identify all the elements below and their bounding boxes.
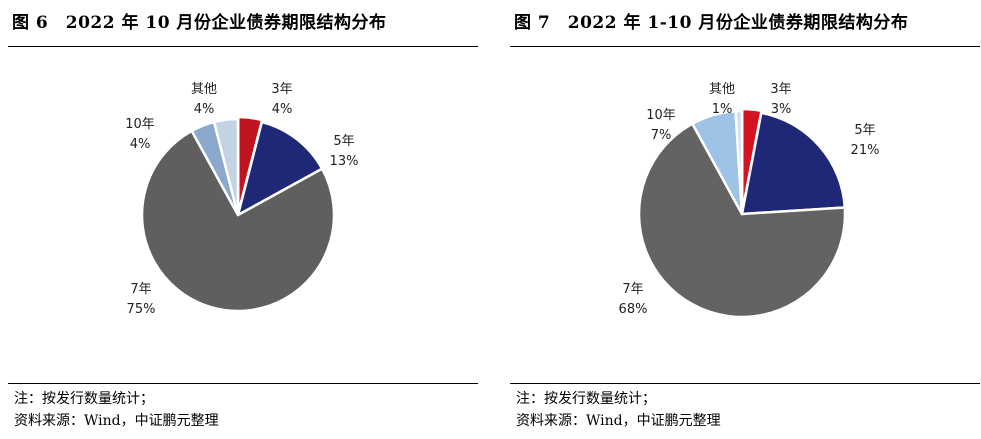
slice-value-label: 1%	[712, 102, 733, 117]
figure-7-panel: 图 7 2022 年 1-10 月份企业债券期限结构分布 3年 3% 5年 21% 7年…	[510, 0, 980, 439]
footer-rule	[8, 383, 478, 384]
slice-value-label: 4%	[130, 137, 151, 152]
pie-slice-2	[740, 111, 847, 216]
pie-slice-5	[212, 117, 240, 217]
title-rule	[510, 46, 980, 47]
slice-value-label: 4%	[194, 102, 215, 117]
pie-slice-3	[637, 122, 847, 319]
slice-name-label: 10年	[125, 117, 155, 132]
pie-slice-2	[236, 120, 324, 217]
title-rule	[8, 46, 478, 47]
slice-value-label: 3%	[771, 102, 792, 117]
chart-source: 资料来源：Wind，中证鹏元整理	[14, 413, 219, 429]
slice-name-label: 3年	[770, 82, 791, 97]
slice-name-label: 5年	[333, 134, 354, 149]
chart-source: 资料来源：Wind，中证鹏元整理	[516, 413, 721, 429]
slice-name-label: 其他	[191, 82, 217, 97]
slice-name-label: 7年	[622, 282, 643, 297]
pie-chart: 3年 3% 5年 21% 7年 68% 10年 7% 其他 1%	[619, 82, 880, 319]
figure-6-panel: 图 6 2022 年 10 月份企业债券期限结构分布 3年 4% 5年 13% 7年 75…	[8, 0, 478, 439]
slice-name-label: 3年	[271, 82, 292, 97]
chart-note: 注：按发行数量统计；	[516, 391, 656, 407]
slice-name-label: 5年	[854, 123, 875, 138]
slice-value-label: 21%	[851, 143, 880, 158]
pie-slice-3	[140, 129, 336, 313]
pie-slice-5	[734, 109, 744, 216]
footer-rule	[510, 383, 980, 384]
slice-name-label: 10年	[646, 108, 676, 123]
slice-value-label: 7%	[651, 128, 672, 143]
chart-note: 注：按发行数量统计；	[14, 391, 154, 407]
pie-chart: 3年 4% 5年 13% 7年 75% 10年 4% 其他 4%	[125, 82, 359, 317]
slice-value-label: 68%	[619, 302, 648, 317]
slice-name-label: 7年	[130, 282, 151, 297]
slice-value-label: 75%	[127, 302, 156, 317]
slice-name-label: 其他	[709, 82, 735, 97]
figure-title: 图 7 2022 年 1-10 月份企业债券期限结构分布	[514, 13, 909, 33]
slice-value-label: 4%	[272, 102, 293, 117]
slice-value-label: 13%	[330, 154, 359, 169]
figure-title: 图 6 2022 年 10 月份企业债券期限结构分布	[12, 13, 387, 33]
